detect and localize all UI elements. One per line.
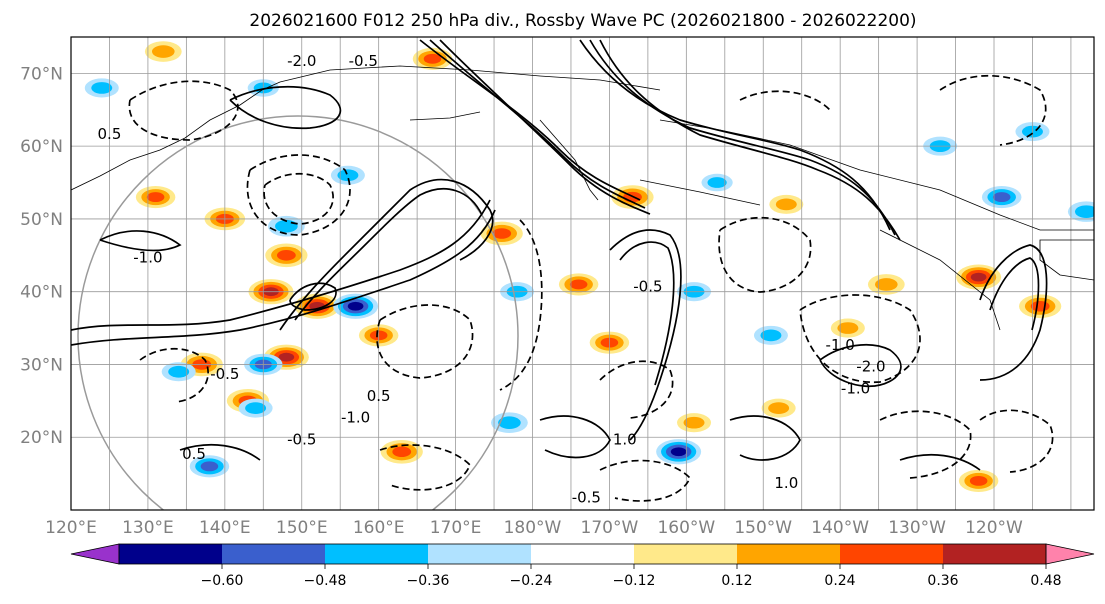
contour-labels: -2.0 -0.50.5-1.0-0.5-1.0-2.0-1.0-0.50.51.…: [98, 52, 886, 507]
contour-label: -1.0: [841, 380, 870, 398]
contour-label: -1.0: [826, 336, 855, 354]
lon-tick-label: 140°E: [199, 518, 251, 538]
divergence-patch: [337, 169, 359, 182]
rossby-wave-contours: [71, 39, 1048, 471]
chart-title: 2026021600 F012 250 hPa div., Rossby Wav…: [249, 11, 916, 31]
divergence-patch: [423, 53, 442, 64]
colorbar-extend-high: [1045, 543, 1095, 565]
divergence-patch: [492, 228, 512, 239]
colorbar-extend-low: [70, 543, 120, 565]
contour-label: 1.0: [774, 474, 798, 492]
divergence-patch: [875, 278, 898, 291]
contour-label: -2.0: [287, 52, 316, 70]
divergence-patch: [91, 82, 113, 94]
contour-label: -0.5: [210, 365, 239, 383]
lat-tick-label: 20°N: [20, 428, 63, 448]
divergence-patch: [775, 198, 797, 211]
lat-tick-label: 70°N: [20, 64, 63, 84]
lon-tick-label: 120°W: [965, 518, 1023, 538]
colorbar-bin: [222, 544, 326, 564]
colorbar-tick-label: 0.48: [1030, 573, 1061, 589]
divergence-patch: [1075, 205, 1094, 218]
divergence-patch: [146, 192, 165, 203]
divergence-patch: [670, 447, 687, 457]
colorbar-tick-label: 0.24: [824, 573, 855, 589]
contour-label: -1.0: [133, 249, 162, 267]
colorbar-tick-label: −0.36: [407, 573, 450, 589]
lon-tick-label: 170°E: [430, 518, 482, 538]
colorbar-bin: [325, 544, 429, 564]
lon-tick-label: 130°W: [888, 518, 946, 538]
latitude-ticks: 20°N 30°N 40°N 50°N 60°N 70°N: [20, 64, 63, 448]
divergence-patch: [970, 272, 987, 282]
divergence-patch: [276, 250, 296, 261]
lon-tick-label: 150°E: [276, 518, 328, 538]
longitude-ticks: 120°E 130°E 140°E 150°E 160°E 170°E 180°W 170°W…: [45, 518, 1023, 538]
lat-tick-label: 60°N: [20, 137, 63, 157]
contour-label: 0.5: [182, 445, 206, 463]
colorbar-bin: [737, 544, 841, 564]
contour-label: 1.0: [613, 431, 637, 449]
divergence-patch: [151, 45, 175, 58]
divergence-patch: [683, 416, 705, 429]
divergence-patch: [1030, 300, 1050, 312]
divergence-patch: [837, 322, 859, 334]
colorbar-tick-label: −0.48: [304, 573, 347, 589]
divergence-patch: [200, 461, 219, 472]
contour-label: 0.5: [98, 125, 122, 143]
divergence-patch: [969, 475, 988, 486]
colorbar-bin: [634, 544, 738, 564]
divergence-patch: [278, 352, 295, 362]
contour-label: -0.5: [287, 431, 316, 449]
dashed-contours: [128, 74, 1054, 502]
divergence-patch: [168, 365, 190, 378]
range-circle: [77, 115, 519, 510]
colorbar-ticks: −0.60 −0.48 −0.36 −0.24 −0.12 0.12 0.24 0.36 0.4…: [201, 564, 1062, 589]
contour-label: -2.0: [856, 358, 885, 376]
lon-tick-label: 160°W: [657, 518, 715, 538]
lon-tick-label: 180°W: [504, 518, 562, 538]
contour-label: -1.0: [341, 409, 370, 427]
contour-label: -0.5: [572, 489, 601, 507]
lat-tick-label: 40°N: [20, 283, 63, 303]
divergence-patch: [569, 279, 588, 290]
lon-tick-label: 150°W: [734, 518, 792, 538]
colorbar-bin: [840, 544, 944, 564]
lat-tick-label: 30°N: [20, 355, 63, 375]
divergence-patch: [760, 329, 782, 342]
colorbar: [70, 543, 1095, 565]
divergence-patch: [707, 177, 727, 188]
colorbar-bin: [119, 544, 223, 564]
lon-tick-label: 130°E: [122, 518, 174, 538]
lon-tick-label: 120°E: [45, 518, 97, 538]
coastlines: [71, 65, 1094, 331]
contour-label: 0.5: [367, 387, 391, 405]
divergence-patch: [392, 446, 412, 458]
colorbar-tick-label: −0.24: [510, 573, 553, 589]
colorbar-tick-label: 0.12: [721, 573, 752, 589]
contour-label: -0.5: [349, 52, 378, 70]
graticule: [71, 37, 1094, 510]
map-frame: [70, 36, 1095, 511]
colorbar-frame: [118, 543, 1047, 565]
lat-tick-label: 50°N: [20, 210, 63, 230]
divergence-patch: [347, 301, 364, 311]
divergence-patch: [498, 416, 521, 430]
colorbar-tick-label: −0.60: [201, 573, 244, 589]
divergence-patch: [992, 192, 1011, 203]
colorbar-bin: [428, 544, 532, 564]
divergence-patch: [768, 402, 790, 414]
divergence-patch: [245, 402, 267, 414]
lon-tick-label: 140°W: [811, 518, 869, 538]
lon-tick-label: 170°W: [581, 518, 639, 538]
colorbar-tick-label: −0.12: [613, 573, 656, 589]
colorbar-tick-label: 0.36: [927, 573, 958, 589]
contour-label: -0.5: [633, 278, 662, 296]
map-area: -2.0 -0.50.5-1.0-0.5-1.0-2.0-1.0-0.50.51.…: [71, 37, 1094, 510]
lon-tick-label: 160°E: [353, 518, 405, 538]
colorbar-bin: [943, 544, 1047, 564]
colorbar-bin: [531, 544, 635, 564]
